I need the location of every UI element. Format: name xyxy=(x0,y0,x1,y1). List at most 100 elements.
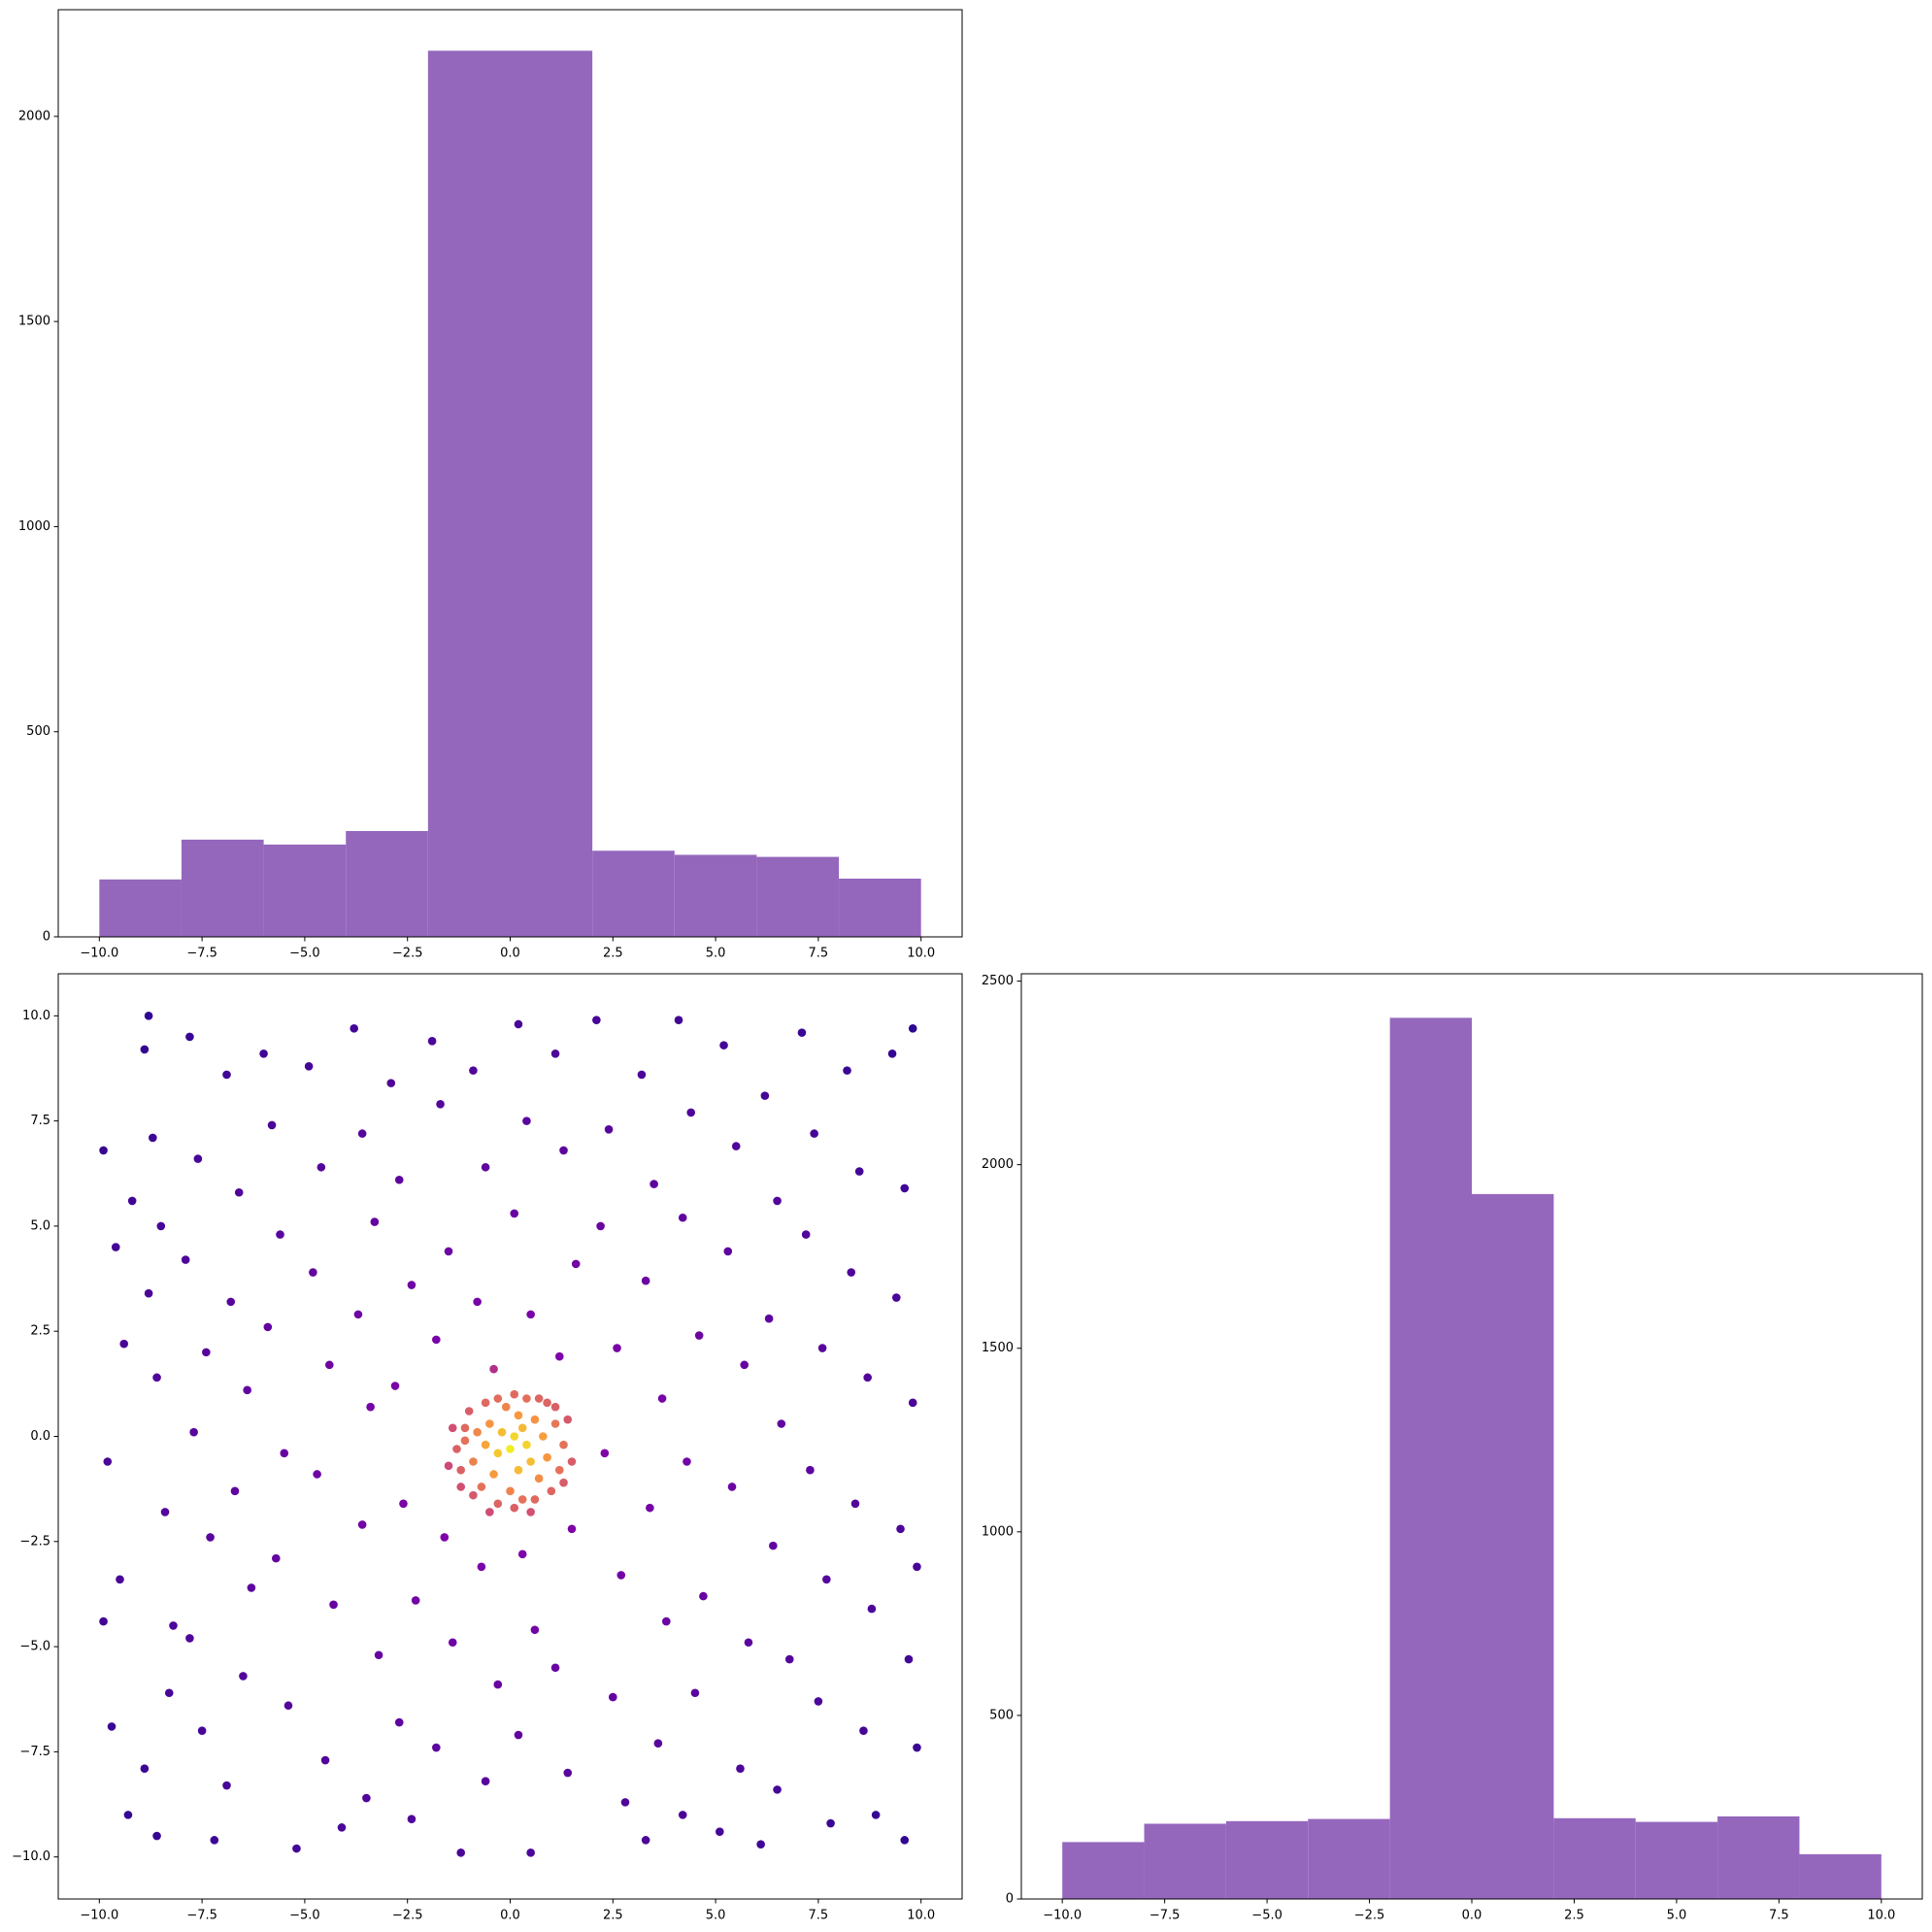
point xyxy=(900,1836,910,1845)
point xyxy=(550,1402,560,1412)
point xyxy=(456,1849,466,1857)
point xyxy=(149,1133,157,1143)
bar xyxy=(674,854,757,937)
point xyxy=(896,1524,905,1534)
point xyxy=(329,1600,338,1610)
x-tick-label: 5.0 xyxy=(1667,1909,1687,1923)
x-tick-label: −5.0 xyxy=(289,947,320,961)
point xyxy=(140,1045,150,1054)
point xyxy=(99,1616,108,1626)
point xyxy=(522,1116,531,1125)
point xyxy=(526,1457,535,1466)
point xyxy=(514,1411,523,1420)
bar xyxy=(263,844,347,937)
point xyxy=(357,1129,367,1138)
point xyxy=(620,1798,630,1807)
point xyxy=(854,1167,864,1176)
point xyxy=(357,1520,367,1529)
point xyxy=(514,1019,523,1029)
point xyxy=(699,1591,708,1601)
point xyxy=(604,1124,614,1134)
point xyxy=(276,1230,284,1239)
y-tick-label: −2.5 xyxy=(19,1534,50,1549)
point xyxy=(613,1344,621,1352)
x-tick-label: −2.5 xyxy=(392,1909,423,1923)
point xyxy=(477,1562,486,1572)
point xyxy=(727,1482,737,1491)
point xyxy=(399,1499,408,1509)
point xyxy=(444,1461,453,1471)
point xyxy=(547,1486,556,1496)
point xyxy=(407,1815,416,1823)
point xyxy=(534,1474,544,1483)
point xyxy=(107,1722,117,1731)
point xyxy=(530,1625,540,1635)
point xyxy=(473,1297,482,1307)
point xyxy=(539,1432,548,1441)
point xyxy=(164,1688,174,1698)
point xyxy=(477,1482,486,1491)
point xyxy=(259,1049,268,1058)
point xyxy=(263,1322,273,1332)
point xyxy=(144,1288,153,1298)
point xyxy=(510,1389,519,1399)
point xyxy=(744,1638,753,1648)
point xyxy=(189,1427,198,1437)
point xyxy=(493,1499,503,1509)
x-tick-label: −7.5 xyxy=(186,1909,217,1923)
point xyxy=(571,1259,581,1269)
point xyxy=(140,1764,150,1774)
point xyxy=(481,1398,490,1408)
point xyxy=(683,1457,691,1466)
point xyxy=(489,1470,498,1479)
point xyxy=(526,1849,535,1857)
y-tick-label: −10.0 xyxy=(12,1849,50,1864)
point xyxy=(740,1360,749,1370)
point xyxy=(773,1785,782,1794)
point xyxy=(736,1764,745,1774)
point xyxy=(843,1066,851,1075)
y-tick-label: 2000 xyxy=(18,109,50,123)
bar xyxy=(346,830,428,937)
point xyxy=(432,1335,441,1345)
bar xyxy=(510,50,593,937)
point xyxy=(353,1310,363,1319)
point xyxy=(756,1840,765,1849)
point xyxy=(543,1398,551,1408)
point xyxy=(247,1583,256,1592)
point xyxy=(185,1032,194,1042)
point xyxy=(325,1360,334,1370)
y-tick-label: 1000 xyxy=(18,519,50,534)
point xyxy=(469,1490,478,1500)
point xyxy=(320,1755,330,1765)
y-tick-label: 1500 xyxy=(982,1341,1014,1355)
bar xyxy=(1225,1820,1309,1899)
point xyxy=(152,1373,161,1382)
bar xyxy=(756,856,840,937)
bar xyxy=(1062,1842,1145,1899)
point xyxy=(313,1470,321,1479)
point xyxy=(464,1407,474,1416)
point xyxy=(394,1717,404,1727)
point xyxy=(694,1331,704,1340)
point xyxy=(554,1465,564,1475)
point xyxy=(600,1449,610,1458)
point xyxy=(193,1154,203,1163)
point xyxy=(908,1024,917,1033)
point xyxy=(653,1739,663,1749)
point xyxy=(222,1070,231,1080)
y-tick-label: −7.5 xyxy=(19,1745,50,1759)
point xyxy=(674,1016,683,1024)
point xyxy=(769,1541,778,1550)
point xyxy=(550,1049,560,1058)
point xyxy=(362,1793,371,1803)
point xyxy=(646,1503,654,1513)
subplot: −10.0 −7.5 −5.0 −2.5 0.0 2.5 5.0 7.5 10.0 0 500 100… xyxy=(18,9,963,961)
point xyxy=(662,1616,671,1626)
point xyxy=(867,1604,877,1614)
bar xyxy=(839,878,921,937)
point xyxy=(904,1654,914,1664)
point xyxy=(506,1486,515,1496)
point xyxy=(510,1503,519,1513)
point xyxy=(517,1423,527,1433)
